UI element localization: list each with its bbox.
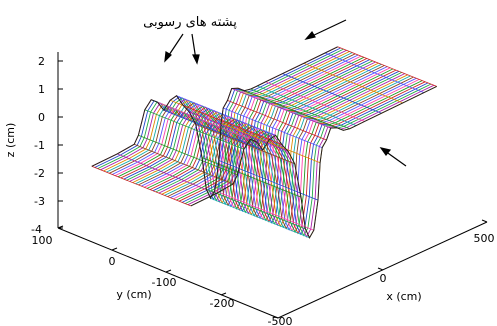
surface-cross-line bbox=[337, 46, 437, 87]
surface-cross-line bbox=[220, 122, 321, 164]
z-ticks: 2 1 0 -1 -2 -3 -4 bbox=[31, 55, 63, 236]
surface-cross-line bbox=[117, 153, 217, 194]
x-tick-mark bbox=[377, 267, 384, 271]
surface-cross-line bbox=[182, 104, 283, 146]
y-tick-mark bbox=[165, 269, 172, 273]
z-tick-label: -3 bbox=[34, 195, 45, 208]
surface-cross-line bbox=[91, 165, 191, 207]
z-axis-label: z (cm) bbox=[4, 123, 17, 158]
surface-edge bbox=[91, 46, 338, 200]
surface-cross-line bbox=[163, 109, 264, 151]
surface-cross-line bbox=[227, 100, 327, 141]
surface-cross-line bbox=[282, 73, 382, 114]
arrow-upstream bbox=[309, 19, 347, 38]
y-axis-label: y (cm) bbox=[116, 288, 151, 301]
z-tick-label: 1 bbox=[38, 83, 45, 96]
y-tick-mark bbox=[57, 225, 64, 229]
z-tick-label: 2 bbox=[38, 55, 45, 68]
surface-cross-line bbox=[324, 52, 425, 93]
surface-mesh bbox=[91, 46, 437, 239]
annotation-sediment-ridges: پشته های رسوبی bbox=[143, 15, 237, 30]
y-tick-label: 0 bbox=[109, 255, 116, 268]
surface-cross-line bbox=[250, 88, 350, 130]
y-tick-label: 100 bbox=[32, 234, 53, 247]
surface-cross-line bbox=[244, 90, 344, 131]
surface-cross-line bbox=[223, 107, 323, 148]
surface-cross-line bbox=[176, 95, 276, 136]
surface-cross-line bbox=[157, 101, 257, 143]
surface-cross-line bbox=[218, 160, 319, 201]
surface-cross-line bbox=[231, 88, 331, 129]
surface-cross-line bbox=[214, 190, 314, 231]
surface-cross-line bbox=[138, 134, 238, 176]
x-tick-mark bbox=[272, 315, 279, 319]
surface-cross-line bbox=[195, 123, 295, 165]
z-tick-label: 0 bbox=[38, 111, 45, 124]
x-tick-label: 0 bbox=[380, 272, 387, 285]
surface-cross-line bbox=[210, 197, 310, 239]
annotation-arrows bbox=[164, 19, 407, 167]
z-tick-label: -1 bbox=[34, 139, 45, 152]
z-tick-label: -4 bbox=[31, 223, 42, 236]
y-tick-label: -200 bbox=[210, 297, 235, 310]
y-tick-label: -100 bbox=[152, 276, 177, 289]
x-ticks: 500 0 -500 bbox=[268, 219, 495, 326]
x-tick-mark bbox=[481, 219, 488, 223]
x-axis-label: x (cm) bbox=[386, 290, 421, 303]
arrow-head bbox=[192, 54, 200, 65]
arrow-head bbox=[379, 147, 392, 156]
y-ticks: 100 0 -100 -200 bbox=[32, 225, 235, 310]
x-tick-label: 500 bbox=[474, 232, 495, 245]
y-tick-mark bbox=[220, 292, 227, 296]
surface-cross-line bbox=[189, 111, 289, 152]
surface-cross-line bbox=[265, 81, 365, 122]
y-tick-mark bbox=[111, 247, 118, 251]
arrow-head bbox=[164, 51, 172, 63]
z-tick-label: -2 bbox=[34, 167, 45, 180]
surface-cross-line bbox=[206, 188, 306, 230]
surface-edge bbox=[190, 85, 437, 239]
surface-cross-line bbox=[303, 62, 403, 104]
y-axis-line bbox=[57, 227, 279, 319]
surface-cross-line bbox=[144, 109, 244, 150]
x-tick-label: -500 bbox=[268, 315, 293, 326]
arrow-downstream bbox=[384, 150, 407, 167]
arrow-head bbox=[304, 30, 316, 40]
surface-cross-line bbox=[257, 85, 357, 126]
